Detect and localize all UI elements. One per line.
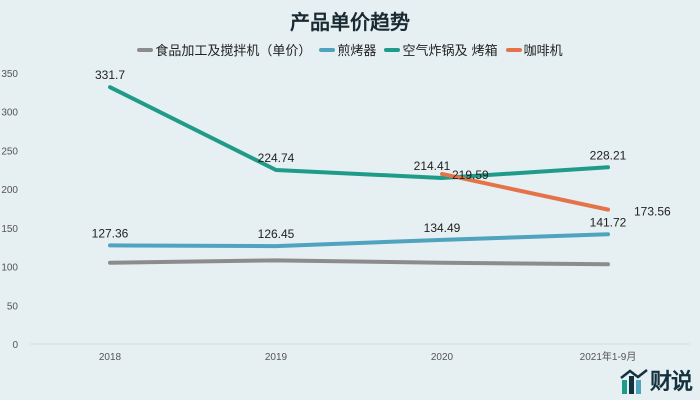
legend-item[interactable]: 煎烤器	[319, 40, 376, 59]
data-label: 134.49	[424, 221, 461, 235]
data-label: 173.56	[634, 205, 671, 219]
legend-label: 食品加工及搅拌机（单价）	[155, 44, 312, 59]
bar-chart-logo-icon	[620, 369, 648, 394]
legend-swatch-icon	[384, 47, 401, 52]
series-line	[108, 85, 610, 180]
legend-label: 煎烤器	[337, 44, 377, 59]
chart-legend: 食品加工及搅拌机（单价） 煎烤器 空气炸锅及 烤箱 咖啡机	[0, 40, 700, 59]
series-line	[440, 171, 610, 212]
legend-label: 咖啡机	[523, 44, 563, 59]
y-tick-label: 200	[1, 185, 18, 196]
series-line	[108, 258, 610, 267]
legend-swatch-icon	[137, 47, 154, 52]
data-label: 141.72	[590, 215, 627, 229]
data-label: 127.36	[92, 226, 129, 240]
legend-label: 空气炸锅及 烤箱	[402, 44, 498, 59]
data-label: 228.21	[590, 148, 627, 162]
caishuo-logo: 财说	[620, 368, 693, 395]
legend-swatch-icon	[505, 47, 522, 52]
logo-text: 财说	[649, 370, 693, 395]
y-tick-label: 150	[1, 224, 18, 235]
legend-item[interactable]: 食品加工及搅拌机（单价）	[137, 40, 311, 59]
x-tick-label: 2018	[99, 352, 122, 363]
legend-item[interactable]: 咖啡机	[505, 40, 563, 59]
x-tick-label: 2021年1-9月	[580, 350, 637, 363]
data-label: 219.59	[452, 168, 489, 182]
data-label: 126.45	[258, 227, 295, 241]
legend-item[interactable]: 空气炸锅及 烤箱	[384, 40, 498, 59]
series-line	[108, 232, 610, 249]
data-label: 331.7	[95, 68, 125, 82]
data-label: 224.74	[258, 151, 295, 165]
legend-swatch-icon	[319, 47, 336, 52]
y-tick-label: 100	[1, 263, 18, 274]
y-tick-label: 300	[1, 108, 18, 119]
y-tick-label: 350	[1, 69, 18, 80]
x-tick-label: 2019	[265, 352, 288, 363]
y-tick-label: 50	[7, 301, 19, 312]
y-tick-label: 0	[12, 340, 18, 351]
data-label: 214.41	[414, 159, 451, 173]
chart-title: 产品单价趋势	[290, 10, 410, 34]
x-tick-label: 2020	[431, 352, 454, 363]
y-tick-label: 250	[1, 146, 18, 157]
